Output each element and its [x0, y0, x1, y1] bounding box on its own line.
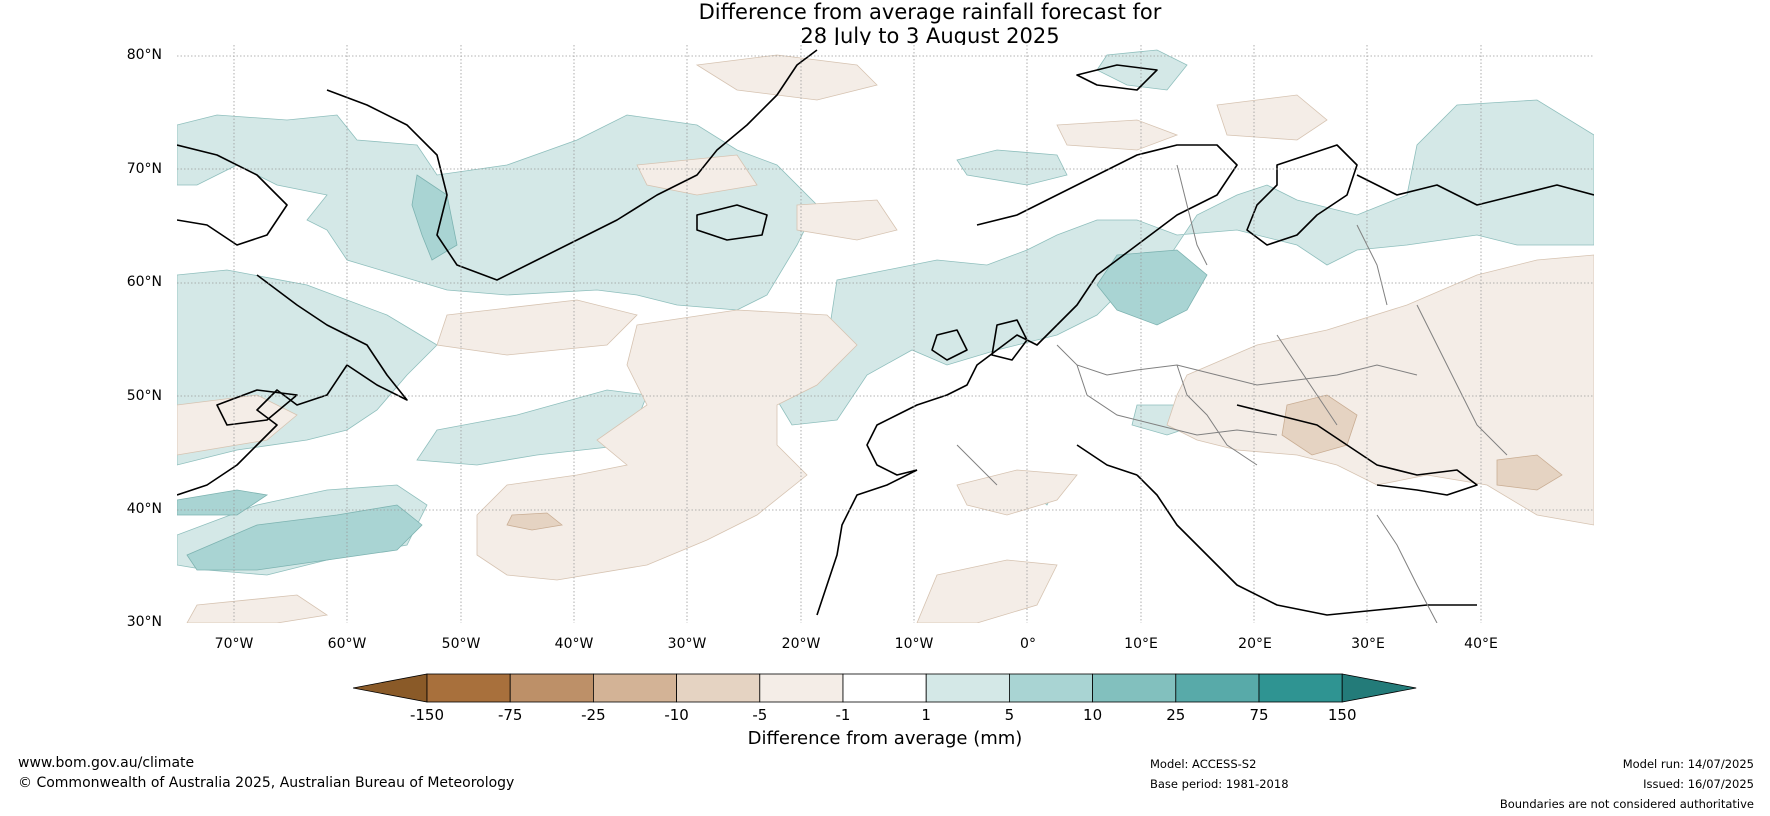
- map-title: Difference from average rainfall forecas…: [0, 0, 1770, 48]
- colorbar-cells: [352, 673, 1417, 703]
- colorbar-cell: [592, 673, 677, 703]
- colorbar-cell: [1258, 673, 1343, 703]
- colorbar-tick-label: -10: [664, 706, 689, 724]
- graticule: [177, 45, 1594, 623]
- colorbar-tick-label: 150: [1327, 706, 1357, 724]
- colorbar: [352, 673, 1418, 707]
- wetter-regions-strong: [177, 174, 1208, 571]
- footer-copyright: © Commonwealth of Australia 2025, Austra…: [18, 775, 515, 791]
- lon-label-70w: 70°W: [214, 636, 254, 652]
- lon-label-60w: 60°W: [327, 636, 367, 652]
- lon-label-40w: 40°W: [554, 636, 594, 652]
- lon-label-20e: 20°E: [1238, 636, 1272, 652]
- title-line-2: 28 July to 3 August 2025: [800, 24, 1060, 48]
- colorbar-cell: [676, 673, 761, 703]
- colorbar-tick-label: 10: [1083, 706, 1103, 724]
- colorbar-cell: [1175, 673, 1260, 703]
- colorbar-extend-low: [352, 673, 428, 703]
- colorbar-tick-label: -25: [581, 706, 606, 724]
- colorbar-tick-label: 1: [921, 706, 931, 724]
- lon-label-30e: 30°E: [1351, 636, 1385, 652]
- country-borders: [956, 164, 1508, 623]
- title-line-1: Difference from average rainfall forecas…: [698, 0, 1162, 24]
- colorbar-cell: [925, 673, 1010, 703]
- lon-label-40e: 40°E: [1464, 636, 1498, 652]
- rainfall-map: [177, 45, 1594, 623]
- lon-label-10e: 10°E: [1124, 636, 1158, 652]
- footer-issued: Issued: 16/07/2025: [1643, 777, 1754, 791]
- lon-label-10w: 10°W: [894, 636, 934, 652]
- lat-label-60n: 60°N: [126, 274, 162, 290]
- coastlines: [177, 49, 1594, 616]
- footer-model-run: Model run: 14/07/2025: [1622, 757, 1754, 771]
- drier-regions-strong: [506, 394, 1563, 531]
- colorbar-tick-label: 25: [1166, 706, 1186, 724]
- colorbar-cell: [1009, 673, 1094, 703]
- footer-website: www.bom.gov.au/climate: [18, 755, 195, 771]
- colorbar-tick-label: 5: [1004, 706, 1015, 724]
- colorbar-label: Difference from average (mm): [747, 728, 1023, 749]
- colorbar-tick-label: -5: [752, 706, 768, 724]
- colorbar-cell: [509, 673, 594, 703]
- colorbar-extend-high: [1341, 673, 1417, 703]
- colorbar-cell: [759, 673, 844, 703]
- lat-label-80n: 80°N: [126, 47, 162, 63]
- lat-label-70n: 70°N: [126, 161, 162, 177]
- lat-label-50n: 50°N: [126, 388, 162, 404]
- colorbar-tick-label: -150: [409, 706, 445, 724]
- colorbar-tick-label: -75: [497, 706, 523, 724]
- lon-label-30w: 30°W: [667, 636, 707, 652]
- lon-label-50w: 50°W: [441, 636, 481, 652]
- colorbar-cell: [842, 673, 927, 703]
- footer-base-period: Base period: 1981-2018: [1150, 777, 1289, 791]
- lon-label-0: 0°: [1020, 636, 1036, 652]
- colorbar-tick-label: -1: [835, 706, 851, 724]
- lat-label-40n: 40°N: [126, 501, 162, 517]
- drier-regions: [177, 54, 1594, 623]
- footer-disclaimer: Boundaries are not considered authoritat…: [1499, 797, 1754, 811]
- colorbar-svg: [352, 673, 1417, 703]
- map-canvas: [177, 45, 1594, 623]
- colorbar-cell: [426, 673, 511, 703]
- lat-label-30n: 30°N: [126, 614, 162, 630]
- footer-model: Model: ACCESS-S2: [1150, 757, 1257, 771]
- lon-label-20w: 20°W: [781, 636, 821, 652]
- colorbar-tick-label: 75: [1249, 706, 1269, 724]
- colorbar-cell: [1092, 673, 1177, 703]
